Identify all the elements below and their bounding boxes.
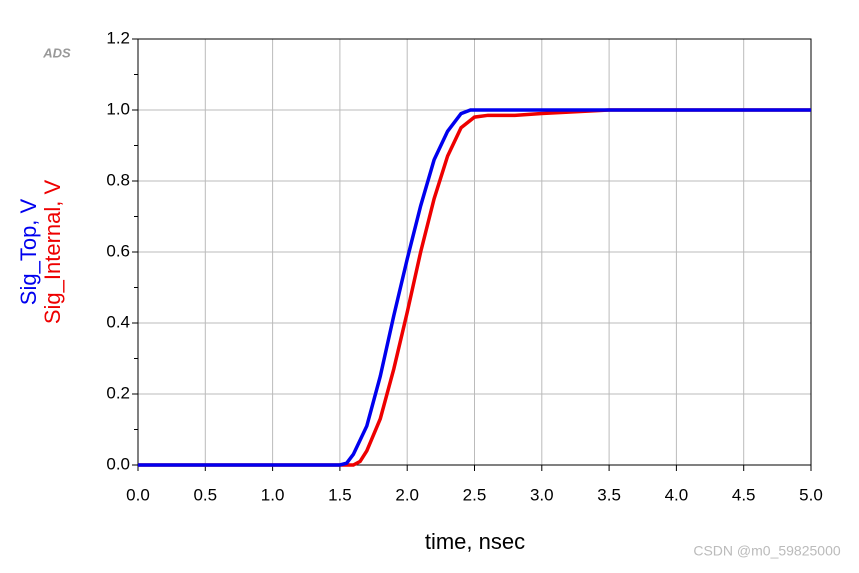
y-axis-label: Sig_Internal, V: [40, 180, 65, 325]
y-tick-label: 0.2: [106, 383, 130, 402]
plot-frame: [137, 38, 812, 466]
x-tick-label: 2.5: [463, 485, 487, 504]
x-tick-label: 4.0: [665, 485, 689, 504]
x-tick-label: 2.0: [395, 485, 419, 504]
y-tick-label: 1.2: [106, 28, 130, 47]
x-tick-label: 3.5: [597, 485, 621, 504]
watermark: CSDN @m0_59825000: [693, 543, 841, 559]
series-line: [138, 108, 811, 467]
series-line: [138, 108, 811, 467]
x-tick-label: 4.5: [732, 485, 756, 504]
y-axis-label: Sig_Top, V: [16, 198, 41, 305]
x-tick-label: 0.5: [193, 485, 217, 504]
x-tick-label: 1.0: [261, 485, 285, 504]
x-tick-label: 1.5: [328, 485, 352, 504]
y-tick-label: 0.6: [106, 241, 130, 260]
y-tick-label: 0.8: [106, 170, 130, 189]
x-axis-label: time, nsec: [425, 529, 525, 554]
y-tick-label: 1.0: [106, 99, 130, 118]
logo: ADS: [42, 45, 71, 60]
y-tick-label: 0.4: [106, 312, 130, 331]
x-tick-label: 0.0: [126, 485, 150, 504]
x-tick-label: 3.0: [530, 485, 554, 504]
x-tick-label: 5.0: [799, 485, 823, 504]
y-tick-label: 0.0: [106, 454, 130, 473]
